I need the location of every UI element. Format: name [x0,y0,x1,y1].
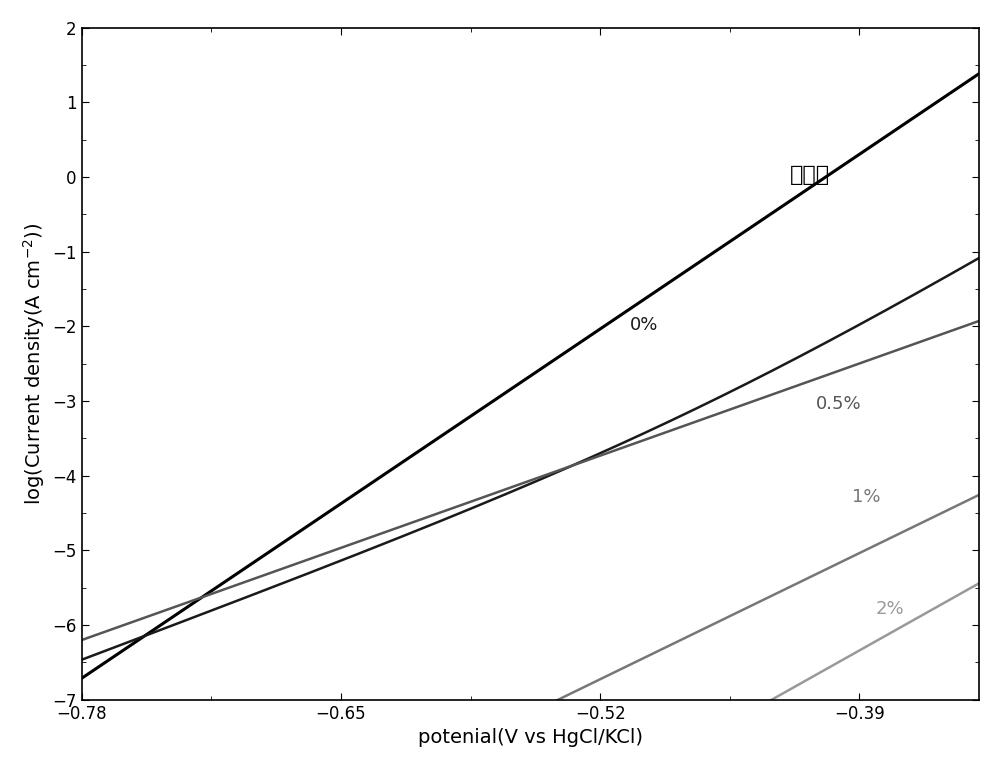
Text: 2%: 2% [875,600,904,618]
Text: 0%: 0% [630,316,659,334]
Y-axis label: log(Current density(A cm$^{-2}$)): log(Current density(A cm$^{-2}$)) [21,223,47,505]
X-axis label: potenial(V vs HgCl/KCl): potenial(V vs HgCl/KCl) [418,728,643,747]
Text: 马口鐵: 马口鐵 [790,165,830,185]
Text: 1%: 1% [852,488,880,506]
Text: 0.5%: 0.5% [816,395,861,412]
